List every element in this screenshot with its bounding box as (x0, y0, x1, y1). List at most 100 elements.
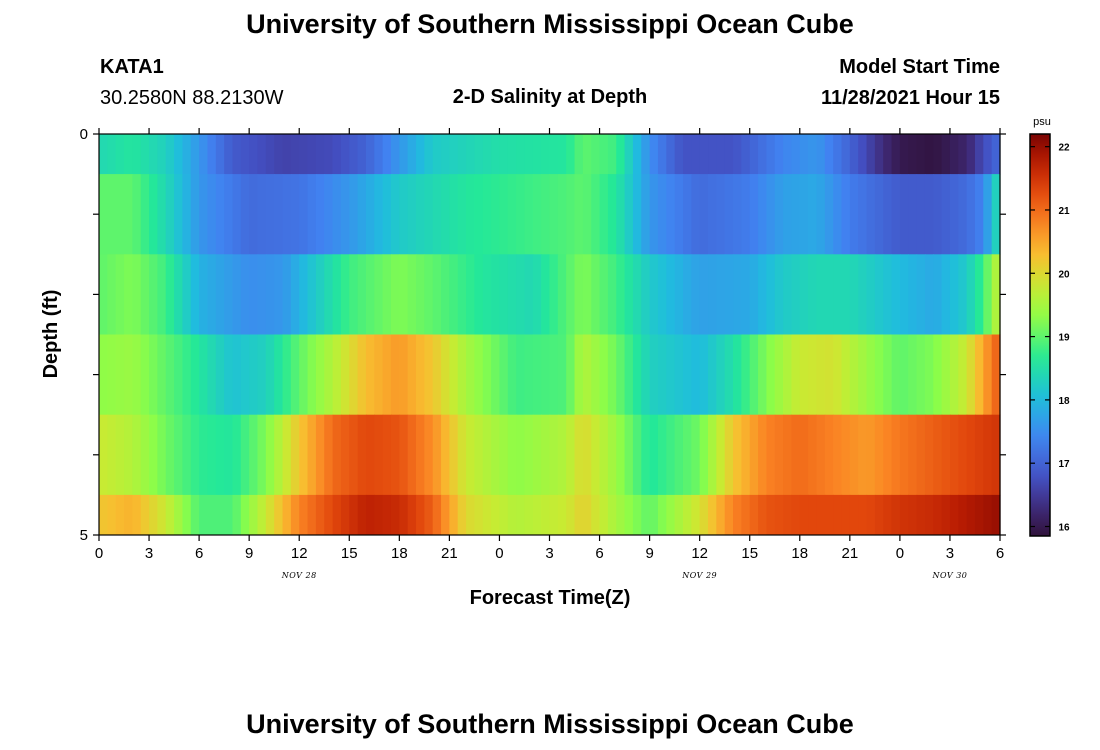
heatmap-cell-layer-0 (282, 134, 292, 175)
x-date-label: NOV 28 (281, 571, 317, 580)
heatmap-cell-layer-3 (491, 334, 501, 416)
heatmap-cell-layer-4 (557, 414, 567, 496)
heatmap-cell-layer-2 (849, 254, 859, 335)
heatmap-cell-layer-5 (649, 494, 659, 536)
heatmap-cell-layer-1 (966, 174, 976, 255)
heatmap-cell-layer-4 (766, 414, 776, 496)
heatmap-cell-layer-0 (916, 134, 926, 175)
heatmap-cell-layer-1 (816, 174, 826, 255)
heatmap-cell-layer-0 (299, 134, 309, 175)
heatmap-cell-layer-3 (624, 334, 634, 416)
heatmap-cell-layer-5 (641, 494, 651, 536)
heatmap-cell-layer-2 (399, 254, 409, 335)
heatmap-cell-layer-3 (708, 334, 717, 416)
heatmap-cell-layer-3 (115, 334, 125, 416)
heatmap-cell-layer-4 (524, 414, 534, 496)
heatmap-cell-layer-1 (849, 174, 859, 255)
x-axis-title: Forecast Time(Z) (470, 587, 631, 609)
heatmap-cell-layer-1 (657, 174, 667, 255)
heatmap-cell-layer-3 (699, 334, 709, 416)
heatmap-cell-layer-5 (182, 494, 192, 536)
heatmap-cell-layer-0 (457, 134, 467, 175)
heatmap-cell-layer-1 (441, 174, 450, 255)
heatmap-cell-layer-4 (174, 414, 184, 496)
heatmap-cell-layer-1 (691, 174, 701, 255)
heatmap-cell-layer-2 (157, 254, 167, 335)
heatmap-cell-layer-3 (290, 334, 300, 416)
heatmap-cell-layer-3 (449, 334, 459, 416)
heatmap-cell-layer-0 (833, 134, 843, 175)
heatmap-cell-layer-3 (165, 334, 175, 416)
heatmap-cell-layer-5 (899, 494, 909, 536)
heatmap-cell-layer-0 (874, 134, 884, 175)
heatmap-cell-layer-4 (324, 414, 334, 496)
heatmap-cell-layer-1 (357, 174, 367, 255)
heatmap-cell-layer-1 (983, 174, 993, 255)
heatmap-cell-layer-5 (115, 494, 125, 536)
heatmap-cell-layer-0 (799, 134, 809, 175)
heatmap-cell-layer-0 (190, 134, 200, 175)
heatmap-cell-layer-4 (532, 414, 542, 496)
heatmap-cell-layer-4 (132, 414, 142, 496)
heatmap-cell-layer-2 (215, 254, 225, 335)
heatmap-cell-layer-1 (749, 174, 759, 255)
heatmap-cell-layer-3 (532, 334, 542, 416)
heatmap-cell-layer-3 (315, 334, 325, 416)
heatmap-cell-layer-2 (616, 254, 626, 335)
heatmap-cell-layer-4 (207, 414, 217, 496)
x-tick-label: 18 (791, 545, 808, 562)
heatmap-cell-layer-1 (858, 174, 868, 255)
heatmap-cell-layer-5 (766, 494, 776, 536)
heatmap-cell-layer-5 (466, 494, 476, 536)
heatmap-cell-layer-4 (457, 414, 467, 496)
heatmap-cell-layer-0 (749, 134, 759, 175)
heatmap-cell-layer-5 (933, 494, 943, 536)
heatmap-cell-layer-5 (441, 494, 450, 536)
heatmap-cell-layer-4 (691, 414, 701, 496)
heatmap-cell-layer-0 (390, 134, 400, 175)
heatmap-cell-layer-1 (866, 174, 876, 255)
heatmap-cell-layer-3 (199, 334, 209, 416)
heatmap-cell-layer-1 (365, 174, 375, 255)
heatmap-cell-layer-1 (224, 174, 234, 255)
heatmap-cell-layer-2 (299, 254, 309, 335)
heatmap-cell-layer-2 (991, 254, 1001, 335)
heatmap-cell-layer-5 (149, 494, 158, 536)
heatmap-cell-layer-1 (566, 174, 576, 255)
heatmap-cell-layer-5 (557, 494, 567, 536)
colorbar: psu 16 17 18 19 20 21 22 (1029, 116, 1070, 537)
station-id: KATA1 (100, 56, 164, 78)
heatmap-cell-layer-4 (182, 414, 192, 496)
heatmap-cell-layer-4 (516, 414, 526, 496)
heatmap-cell-layer-0 (816, 134, 826, 175)
heatmap-cell-layer-4 (841, 414, 851, 496)
heatmap-cell-layer-3 (783, 334, 793, 416)
heatmap-cell-layer-0 (240, 134, 250, 175)
heatmap-cell-layer-4 (124, 414, 133, 496)
heatmap-cell-layer-0 (174, 134, 184, 175)
heatmap-cell-layer-2 (649, 254, 659, 335)
heatmap-cell-layer-4 (933, 414, 943, 496)
heatmap-cell-layer-4 (482, 414, 492, 496)
heatmap-cell-layer-1 (157, 174, 167, 255)
heatmap-cell-layer-4 (232, 414, 242, 496)
heatmap-cell-layer-1 (724, 174, 734, 255)
heatmap-cell-layer-2 (491, 254, 501, 335)
heatmap-cell-layer-1 (682, 174, 692, 255)
heatmap-cell-layer-2 (949, 254, 959, 335)
heatmap-cell-layer-0 (140, 134, 150, 175)
y-axis: 05 (80, 126, 1006, 544)
heatmap-cell-layer-0 (582, 134, 592, 175)
model-start-value: 11/28/2021 Hour 15 (820, 87, 1000, 109)
heatmap-cell-layer-0 (491, 134, 501, 175)
x-tick-label: 3 (145, 545, 153, 562)
heatmap-cell-layer-5 (866, 494, 876, 536)
heatmap-cell-layer-3 (991, 334, 1001, 416)
heatmap-cell-layer-1 (457, 174, 467, 255)
heatmap-cell-layer-3 (674, 334, 684, 416)
heatmap-cell-layer-3 (399, 334, 409, 416)
heatmap-cell-layer-0 (933, 134, 943, 175)
heatmap-cell-layer-0 (682, 134, 692, 175)
heatmap-cell-layer-2 (240, 254, 250, 335)
heatmap-cell-layer-4 (416, 414, 425, 496)
